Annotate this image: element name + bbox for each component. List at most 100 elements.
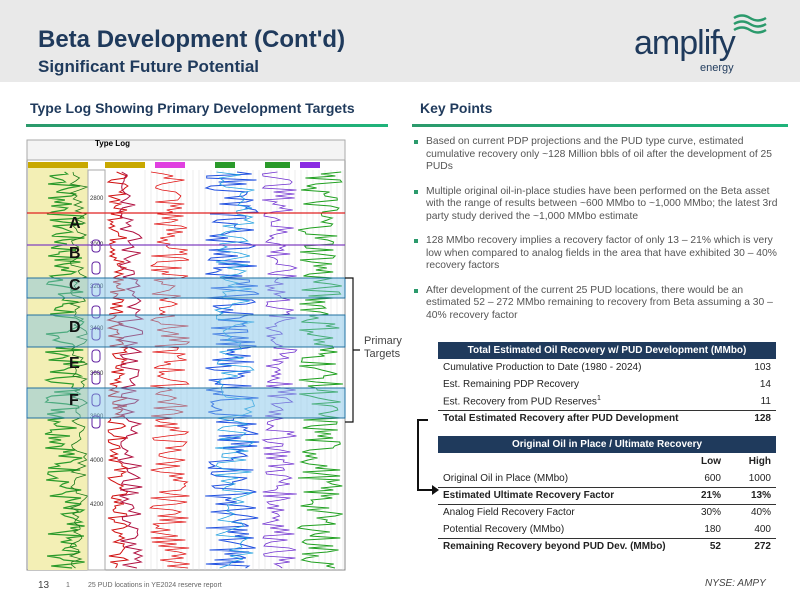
- zone-label: A: [69, 215, 81, 232]
- table-header: Original Oil in Place / Ultimate Recover…: [438, 436, 776, 453]
- header-color: [215, 162, 235, 168]
- marker: [91, 371, 101, 385]
- bracket-label: Primary Targets: [364, 335, 402, 360]
- row: Original Oil in Place / Ultimate Recover…: [438, 436, 776, 453]
- zone-label: B: [69, 245, 81, 262]
- row-label: Remaining Recovery beyond PUD Dev. (MMbo…: [443, 541, 666, 553]
- header-color: [155, 162, 185, 168]
- value: 14: [759, 379, 771, 390]
- log-curve: [261, 171, 298, 569]
- depth-label: 3200: [90, 284, 104, 290]
- footnote-mark: 1: [66, 582, 70, 589]
- value: 400: [754, 523, 771, 535]
- logo: amplify: [634, 24, 736, 62]
- row: Potential Recovery (MMbo) 180 400: [438, 521, 776, 538]
- marker: [91, 415, 101, 429]
- zone-label: C: [69, 277, 81, 294]
- zone-label: F: [69, 392, 79, 409]
- marker: [91, 239, 101, 253]
- column-header: High: [748, 456, 771, 467]
- value: 1000: [748, 472, 771, 484]
- value: 21%: [700, 490, 721, 501]
- footnote-mark: 1: [596, 395, 601, 403]
- ticker: NYSE: AMPY: [705, 578, 766, 589]
- label-text: Est. Remaining PDP Recovery: [443, 379, 579, 390]
- target-band: [26, 277, 346, 299]
- ooip-table: Original Oil in Place / Ultimate Recover…: [438, 436, 776, 555]
- depth-label: 3800: [90, 414, 104, 420]
- header-color: [300, 162, 320, 168]
- subtitle: Significant Future Potential: [38, 57, 260, 76]
- type-log: Type Log28003000320034003600380040004200…: [26, 139, 402, 571]
- depth-label: 2800: [90, 196, 104, 202]
- bullet: Based on current PDP projections and the…: [414, 136, 788, 174]
- value: 52: [709, 541, 721, 553]
- depth-label: 3600: [90, 371, 104, 377]
- row-label: Estimated Ultimate Recovery Factor: [443, 490, 615, 501]
- log-curve: [116, 171, 145, 569]
- header-band: [0, 0, 800, 82]
- total-value: 128: [742, 409, 776, 427]
- value: 30%: [700, 507, 721, 519]
- value: 13%: [750, 490, 771, 501]
- recovery-table: Total Estimated Oil Recovery w/ PUD Deve…: [438, 342, 776, 427]
- bracket: [345, 277, 360, 423]
- row: Analog Field Recovery Factor 30% 40%: [438, 504, 776, 521]
- marker: [91, 393, 101, 407]
- row: Cumulative Production to Date (1980 - 20…: [438, 359, 776, 376]
- row: Low High: [438, 453, 776, 470]
- depth-label: 4000: [90, 458, 104, 464]
- label-text: Est. Recovery from PUD Reserves: [443, 396, 597, 408]
- log-header: [26, 139, 346, 161]
- row: Est. Remaining PDP Recovery 14: [438, 376, 776, 393]
- log-title: Type Log: [95, 139, 130, 148]
- row: Original Oil in Place (MMbo) 600 1000: [438, 470, 776, 487]
- target-band: [26, 314, 346, 348]
- marker: [91, 349, 101, 363]
- marker: [91, 261, 101, 275]
- log-curve: [68, 171, 89, 569]
- row-label: Est. Recovery from PUD Reserves1: [438, 393, 743, 410]
- marker: [91, 305, 101, 319]
- target-band: [26, 387, 346, 419]
- underline: [412, 124, 788, 127]
- right-heading: Key Points: [420, 100, 493, 116]
- row: Total Estimated Oil Recovery w/ PUD Deve…: [438, 342, 776, 359]
- log-curve: [149, 171, 191, 569]
- header-color: [28, 162, 88, 168]
- logo-waves: [733, 14, 767, 34]
- value: 40%: [750, 507, 771, 519]
- table-header: Total Estimated Oil Recovery w/ PUD Deve…: [438, 342, 776, 359]
- total-row: Total Estimated Recovery after PUD Devel…: [438, 409, 776, 427]
- label-text: Cumulative Production to Date (1980 - 20…: [443, 362, 642, 373]
- bullet: Multiple original oil-in-place studies h…: [414, 186, 788, 224]
- zone-label: E: [69, 355, 80, 372]
- column-header: Low: [701, 456, 721, 467]
- title: Beta Development (Cont'd): [38, 26, 346, 53]
- total-label: Total Estimated Recovery after PUD Devel…: [438, 409, 743, 427]
- left-heading: Type Log Showing Primary Development Tar…: [30, 100, 355, 116]
- underline: [26, 124, 388, 127]
- row-label: Est. Remaining PDP Recovery: [438, 376, 743, 393]
- bullet: After development of the current 25 PUD …: [414, 285, 788, 323]
- depth-column: [87, 169, 106, 571]
- depth-label: 4200: [90, 502, 104, 508]
- row-label: Analog Field Recovery Factor: [443, 507, 575, 519]
- marker: [91, 327, 101, 341]
- header-color: [105, 162, 145, 168]
- value: 103: [754, 362, 771, 373]
- bullets: Based on current PDP projections and the…: [410, 136, 788, 334]
- marker: [91, 283, 101, 297]
- logo-sub: energy: [700, 62, 734, 74]
- bullet: 128 MMbo recovery implies a recovery fac…: [414, 235, 788, 273]
- log-curve: [213, 171, 256, 569]
- depth-label: 3400: [90, 326, 104, 332]
- row: Estimated Ultimate Recovery Factor 21% 13%: [438, 487, 776, 504]
- log-curve: [204, 171, 260, 569]
- value: 600: [704, 472, 721, 484]
- row-label: Cumulative Production to Date (1980 - 20…: [438, 359, 743, 376]
- footnote: 25 PUD locations in YE2024 reserve repor…: [88, 582, 222, 589]
- log-curve: [106, 171, 130, 569]
- row-label: Potential Recovery (MMbo): [443, 523, 565, 535]
